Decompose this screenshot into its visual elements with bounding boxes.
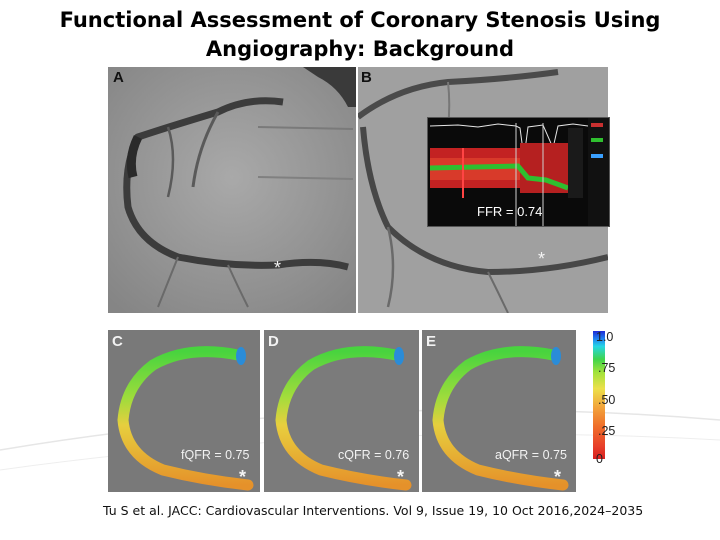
panel-c-label: C [112,333,123,350]
panel-a-stenosis-marker: * [274,258,282,278]
color-scale-tick-075: .75 [598,361,616,375]
panel-c-qfr-model: C fQFR = 0.75 * [108,330,260,492]
panel-e-qfr-model: E aQFR = 0.75 * [422,330,576,492]
angiogram-a-image [108,67,356,313]
title-line-2: Angiography: Background [205,37,515,61]
color-scale-tick-050: .50 [598,393,616,407]
panel-d-qfr-value: cQFR = 0.76 [338,448,410,462]
panel-e-label: E [426,333,437,350]
qfr-color-scale [593,331,605,459]
qfr-model-e-image [432,346,569,491]
title-line-1: Functional Assessment of Coronary Stenos… [59,8,661,32]
panel-e-stenosis-marker: * [554,467,562,487]
panel-a-angiogram: A * [108,67,356,313]
qfr-model-d-image [275,346,412,491]
ffr-value-label: FFR = 0.74 [477,204,543,219]
color-scale-tick-025: .25 [598,424,616,438]
panel-b-stenosis-marker: * [538,249,546,269]
panel-c-qfr-value: fQFR = 0.75 [181,448,250,462]
panel-d-qfr-model: D cQFR = 0.76 * [264,330,419,492]
ffr-pressure-waveform [428,118,609,226]
angiogram-b-image [358,67,608,313]
ffr-tracing-inset [427,117,610,227]
slide-title: Functional Assessment of Coronary Stenos… [0,6,720,64]
panel-a-label: A [113,69,124,86]
panel-c-stenosis-marker: * [239,467,247,487]
citation: Tu S et al. JACC: Cardiovascular Interve… [103,503,644,518]
panel-b-label: B [361,69,372,86]
panel-d-stenosis-marker: * [397,467,405,487]
qfr-model-c-image [117,346,254,491]
color-scale-tick-1: 1.0 [596,330,614,344]
color-scale-tick-0: 0 [596,452,603,466]
panel-e-qfr-value: aQFR = 0.75 [495,448,567,462]
panel-d-label: D [268,333,279,350]
panel-b-angiogram: B * [358,67,608,313]
